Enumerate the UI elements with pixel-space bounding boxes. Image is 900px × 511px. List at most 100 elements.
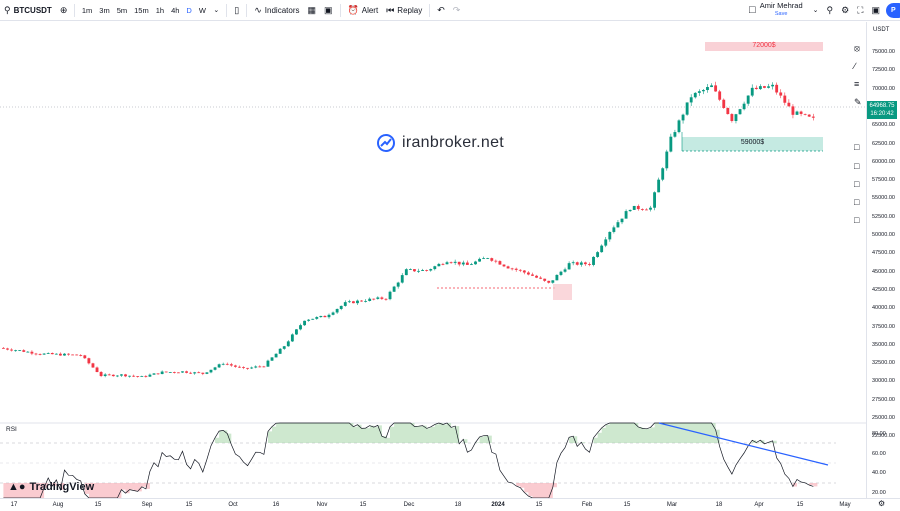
candle-body <box>421 270 425 271</box>
candle-body <box>657 179 661 193</box>
candle-body <box>347 301 351 303</box>
price-tick: 30000.00 <box>872 378 895 385</box>
candle-body <box>510 268 514 270</box>
gear-icon: ⚙ <box>841 4 850 15</box>
replay-button[interactable]: ⏮ Replay <box>382 0 426 21</box>
time-tick: Feb <box>581 502 593 508</box>
candle-body <box>746 95 750 104</box>
candle-body <box>710 85 713 88</box>
price-tick: 42500.00 <box>872 286 895 293</box>
candle-body <box>771 84 775 87</box>
user-dropdown[interactable]: ⌄ <box>809 0 823 21</box>
candle-body <box>669 136 673 152</box>
candle-body <box>445 262 449 265</box>
candle-body <box>742 103 746 110</box>
candle-body <box>551 280 555 283</box>
candle-body <box>563 269 567 272</box>
quick-search-button[interactable]: ⚲ <box>823 0 838 21</box>
tool-cursor-icon[interactable]: ⦻ <box>854 43 860 53</box>
candle-body <box>559 271 563 275</box>
price-scale[interactable]: USDT 75000.0072500.0070000.0067500.00650… <box>866 22 900 498</box>
currency-label[interactable]: USDT <box>873 27 890 33</box>
support-zone[interactable] <box>682 137 823 151</box>
time-tick: Nov <box>316 502 328 508</box>
snapshot-button[interactable]: ▣ <box>867 0 884 21</box>
candle-body <box>225 363 229 365</box>
layouts-button[interactable]: ▦ <box>303 0 320 21</box>
last-price-tag: 64968.75 16:20:42 <box>867 101 897 119</box>
layout-toggle[interactable]: □ <box>745 0 760 21</box>
tool-lock-icon[interactable]: □ <box>854 215 860 225</box>
candle-body <box>673 132 677 137</box>
rsi-trendline[interactable] <box>658 422 829 466</box>
watermark: iranbroker.net <box>376 133 504 153</box>
axis-settings-button[interactable]: ⚙ <box>878 499 885 508</box>
candle-body <box>376 297 380 299</box>
compare-button[interactable]: ⊕ <box>56 0 72 21</box>
chart-type-button[interactable]: ▯ <box>230 0 243 21</box>
candle-body <box>429 269 433 271</box>
candle-body <box>706 87 709 91</box>
divider <box>246 3 248 17</box>
tool-text-icon[interactable]: □ <box>854 142 860 152</box>
candle-body <box>213 367 217 370</box>
time-tick: Aug <box>52 502 64 508</box>
candle-body <box>42 353 46 355</box>
timeframe-w[interactable]: W <box>198 5 206 15</box>
candle-body <box>486 258 490 259</box>
chart-pane[interactable] <box>0 22 866 498</box>
timeframe-3m[interactable]: 3m <box>99 5 110 15</box>
publish-button[interactable]: P <box>886 3 900 18</box>
timeframe-4h[interactable]: 4h <box>171 5 180 15</box>
candle-body <box>384 298 388 300</box>
templates-button[interactable]: ▣ <box>320 0 337 21</box>
timeframe-1m[interactable]: 1m <box>81 5 93 15</box>
candle-body <box>539 277 543 279</box>
timeframe-5m[interactable]: 5m <box>116 5 128 15</box>
timeframe-15m[interactable]: 15m <box>134 5 149 15</box>
fullscreen-button[interactable]: ⛶ <box>853 0 867 21</box>
time-tick: 18 <box>715 502 723 508</box>
tool-brush-icon[interactable]: ✎ <box>854 97 862 107</box>
user-menu[interactable]: Amir Mehrad Save <box>760 2 803 18</box>
redo-button[interactable]: ↷ <box>449 0 465 21</box>
tool-fib-icon[interactable]: ≡ <box>854 79 860 89</box>
templates-icon: ▣ <box>324 4 333 15</box>
symbol-search[interactable]: ⚲ BTCUSDT <box>0 0 56 21</box>
resistance-zone[interactable] <box>705 42 823 51</box>
candle-body <box>388 291 392 300</box>
candle-body <box>571 262 575 264</box>
candle-body <box>319 315 323 318</box>
candle-body <box>107 374 111 376</box>
time-axis[interactable]: 17 Aug 15 Sep 15 Oct 16 Nov 15 Dec 18 2024 15 Feb 15 Ma… <box>0 498 900 511</box>
candle-body <box>807 114 811 117</box>
time-tick: 18 <box>454 502 462 508</box>
candle-body <box>368 298 372 301</box>
candle-body <box>233 365 237 367</box>
rsi-oversold-fill <box>3 483 818 498</box>
indicators-button[interactable]: ∿ Indicators <box>250 0 303 21</box>
candle-body <box>132 375 136 377</box>
timeframe-d[interactable]: D <box>186 5 192 15</box>
tool-zoom-icon[interactable]: □ <box>854 179 860 189</box>
alert-button[interactable]: ⏰ Alert <box>344 0 383 21</box>
tool-measure-icon[interactable]: □ <box>854 161 860 171</box>
candle-body <box>734 114 738 121</box>
watermark-text: iranbroker.net <box>402 134 505 151</box>
price-tick: 47500.00 <box>872 250 895 257</box>
candle-body <box>58 353 62 356</box>
range-low-zone <box>553 284 572 300</box>
timeframe-dropdown[interactable]: ⌄ <box>209 0 223 21</box>
candle-body <box>380 297 384 299</box>
tradingview-logo[interactable]: ▲● TradingView <box>8 481 94 493</box>
candle-body <box>10 349 13 351</box>
candle-body <box>478 258 481 262</box>
candle-body <box>6 348 9 350</box>
tool-line-icon[interactable]: ∕ <box>854 61 856 71</box>
rsi-legend[interactable]: RSI <box>6 426 17 433</box>
undo-button[interactable]: ↶ <box>433 0 449 21</box>
settings-button[interactable]: ⚙ <box>837 0 853 21</box>
tool-magnet-icon[interactable]: □ <box>854 197 860 207</box>
chart-canvas[interactable] <box>0 22 866 498</box>
timeframe-1h[interactable]: 1h <box>155 5 165 15</box>
